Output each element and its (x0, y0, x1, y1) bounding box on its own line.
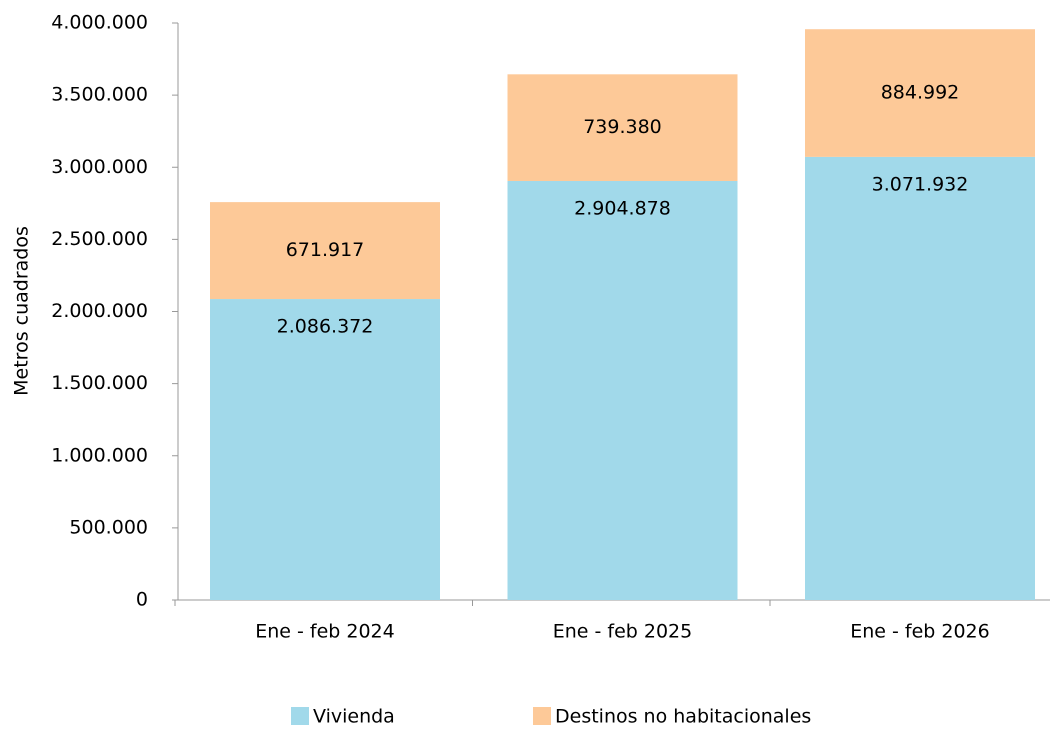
y-tick-label: 500.000 (69, 516, 148, 538)
y-tick-label: 4.000.000 (51, 12, 148, 34)
y-tick-label: 3.500.000 (51, 84, 148, 106)
bar-segment (210, 299, 440, 600)
legend-swatch (291, 707, 309, 725)
y-tick-label: 3.000.000 (51, 156, 148, 178)
bar-segment (805, 156, 1035, 600)
x-tick-label: Ene - feb 2024 (255, 621, 395, 643)
data-label: 3.071.932 (872, 173, 969, 195)
bar-segment (805, 29, 1035, 157)
y-axis-label: Metros cuadrados (11, 226, 33, 396)
y-tick-label: 0 (136, 589, 148, 611)
data-label: 2.086.372 (277, 316, 374, 338)
data-label: 671.917 (286, 239, 365, 261)
y-tick-label: 1.500.000 (51, 372, 148, 394)
y-tick-label: 2.500.000 (51, 228, 148, 250)
legend-label: Vivienda (313, 706, 395, 728)
x-tick-label: Ene - feb 2026 (850, 621, 990, 643)
bar-segment (507, 180, 738, 600)
y-tick-label: 2.000.000 (51, 300, 148, 322)
data-label: 884.992 (881, 82, 960, 104)
data-label: 739.380 (583, 116, 662, 138)
bar-segment (210, 202, 440, 300)
data-label: 2.904.878 (574, 197, 671, 219)
bar-segment (507, 74, 738, 181)
legend-label: Destinos no habitacionales (555, 706, 811, 728)
legend-swatch (533, 707, 551, 725)
x-tick-label: Ene - feb 2025 (553, 621, 693, 643)
y-tick-label: 1.000.000 (51, 444, 148, 466)
